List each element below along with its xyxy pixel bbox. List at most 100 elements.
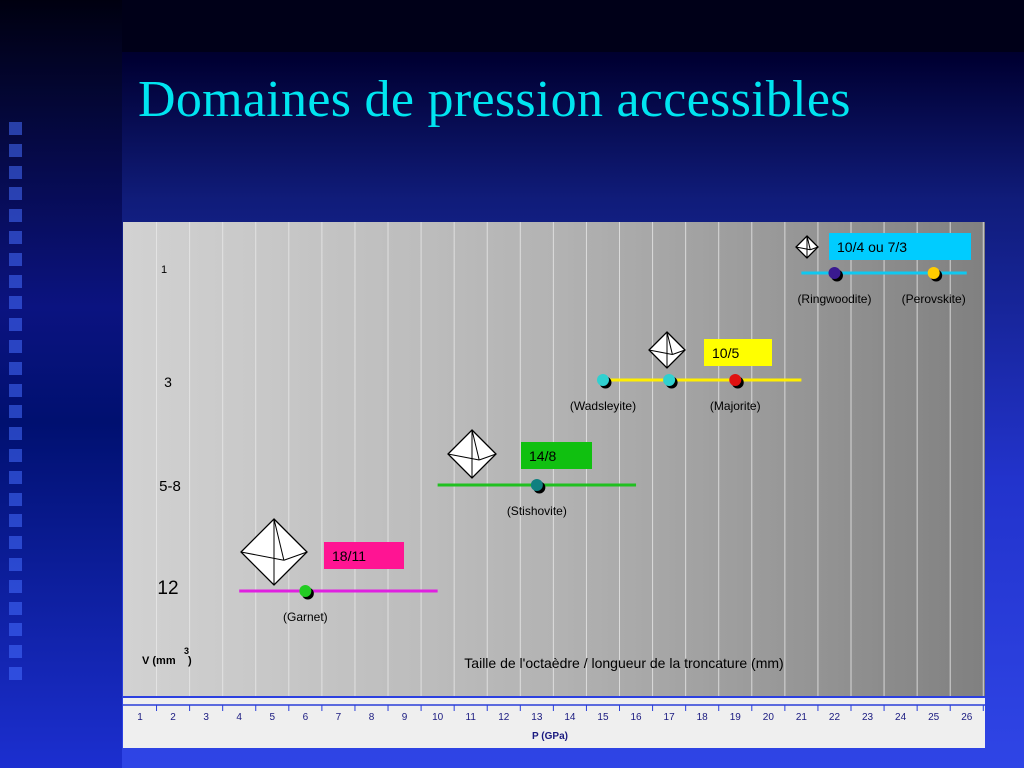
x-tick-label: 14 — [564, 712, 576, 723]
x-tick-label: 8 — [369, 712, 375, 723]
octahedron-edge — [666, 331, 673, 355]
sidebar-square — [9, 209, 22, 223]
assembly-label: 14/8 — [529, 448, 556, 464]
assembly-label-box — [521, 442, 592, 469]
octahedron-icon — [240, 518, 308, 586]
x-tick-label: 22 — [829, 712, 841, 723]
x-tick-label: 23 — [862, 712, 874, 723]
y-axis-label: V (mm — [142, 655, 176, 667]
octahedron-edge — [273, 518, 285, 561]
octahedron-edge — [479, 453, 497, 461]
sidebar-square — [9, 645, 22, 659]
y-category-label: 3 — [164, 374, 172, 390]
x-tick-label: 19 — [730, 712, 742, 723]
phase-point — [729, 374, 742, 386]
phase-point — [299, 585, 312, 597]
sidebar-square — [9, 470, 22, 484]
octahedron-icon — [648, 331, 686, 369]
octahedron-edge — [283, 551, 308, 561]
assembly-label-box — [829, 233, 971, 260]
sidebar-square — [9, 383, 22, 397]
sidebar-square — [9, 449, 22, 462]
sidebar-square — [9, 558, 22, 571]
sidebar-square — [9, 514, 22, 528]
octahedron-edge — [672, 349, 686, 355]
sidebar-square — [9, 667, 22, 680]
octahedron-icon — [447, 429, 497, 479]
sidebar-square — [9, 536, 22, 550]
range-rows: 12 (Garnet) 18/11 5-8 (Stishovite) 14/8 3 (Wads… — [157, 233, 971, 624]
x-tick-label: 2 — [170, 712, 176, 723]
range-row-1: 1 (Ringwoodite) (Perovskite) 10/4 ou 7/3 — [161, 233, 971, 306]
phase-label: (Majorite) — [710, 399, 761, 413]
phase-point — [828, 267, 841, 279]
phase-label: (Ringwoodite) — [797, 292, 871, 306]
x-tick-label: 3 — [203, 712, 209, 723]
x-tick-label: 21 — [796, 712, 808, 723]
x-tick-label: 15 — [597, 712, 609, 723]
sidebar-square — [9, 143, 22, 157]
x-tick-label: 24 — [895, 712, 907, 723]
phase-point — [927, 267, 940, 279]
x-axis-panel — [123, 698, 985, 748]
y-axis-label-close: ) — [188, 655, 192, 667]
x-tick-label: 7 — [336, 712, 342, 723]
grid-lines — [156, 222, 984, 696]
phase-point — [663, 374, 676, 386]
assembly-label-box — [704, 339, 772, 366]
sidebar-square — [9, 318, 22, 332]
range-row-3: 3 (Wadsleyite) (Majorite) 10/5 — [164, 331, 802, 413]
x-tick-label: 4 — [236, 712, 242, 723]
x-tick-label: 1 — [137, 712, 143, 723]
phase-label: (Wadsleyite) — [570, 399, 636, 413]
sidebar-square — [9, 361, 22, 375]
sidebar-square — [9, 427, 22, 441]
x-tick-label: 6 — [303, 712, 309, 723]
y-axis-label-superscript: 3 — [184, 646, 189, 656]
sidebar-square — [9, 122, 22, 135]
top-band — [122, 0, 1024, 52]
x-tick-label: 9 — [402, 712, 408, 723]
octahedron-edge — [471, 429, 480, 461]
x-tick-label: 13 — [531, 712, 543, 723]
x-tick-label: 18 — [697, 712, 709, 723]
sidebar-square — [9, 231, 22, 244]
decorative-sidebar — [0, 0, 122, 768]
sidebar-square — [9, 492, 22, 506]
x-tick-label: 20 — [763, 712, 775, 723]
x-axis-label: P (GPa) — [532, 731, 568, 742]
octahedron-edge — [240, 551, 284, 561]
x-tick-label: 10 — [432, 712, 444, 723]
assembly-label: 18/11 — [332, 548, 366, 564]
y-category-label: 1 — [161, 264, 167, 276]
x-tick-label: 12 — [498, 712, 510, 723]
octahedron-edge — [806, 235, 811, 250]
assembly-label: 10/4 ou 7/3 — [837, 239, 907, 255]
octahedron-edge — [810, 246, 819, 251]
sidebar-square — [9, 274, 22, 288]
sidebar-square — [9, 623, 22, 637]
octahedron-edge — [795, 246, 811, 251]
range-row-5-8: 5-8 (Stishovite) 14/8 — [159, 429, 637, 518]
sidebar-square — [9, 252, 22, 266]
phase-label: (Perovskite) — [902, 292, 966, 306]
sidebar-square — [9, 165, 22, 179]
x-tick-label: 26 — [961, 712, 973, 723]
range-row-12: 12 (Garnet) 18/11 — [157, 518, 438, 624]
phase-point — [596, 374, 609, 386]
x-tick-label: 16 — [630, 712, 642, 723]
x-tick-label: 5 — [269, 712, 275, 723]
octahedron-edge — [648, 349, 673, 355]
octahedron-edge — [447, 453, 480, 461]
assembly-label-box — [324, 542, 404, 569]
sidebar-square — [9, 187, 22, 201]
x-tick-label: 17 — [664, 712, 676, 723]
sidebar-square — [9, 340, 22, 353]
phase-point — [530, 479, 543, 491]
phase-label: (Stishovite) — [507, 504, 567, 518]
y-category-label: 5-8 — [159, 478, 181, 495]
phase-label: (Garnet) — [283, 610, 328, 624]
sidebar-square — [9, 601, 22, 615]
octahedron-icon — [795, 235, 819, 259]
chart-annotation: Taille de l'octaèdre / longueur de la tr… — [464, 655, 783, 671]
